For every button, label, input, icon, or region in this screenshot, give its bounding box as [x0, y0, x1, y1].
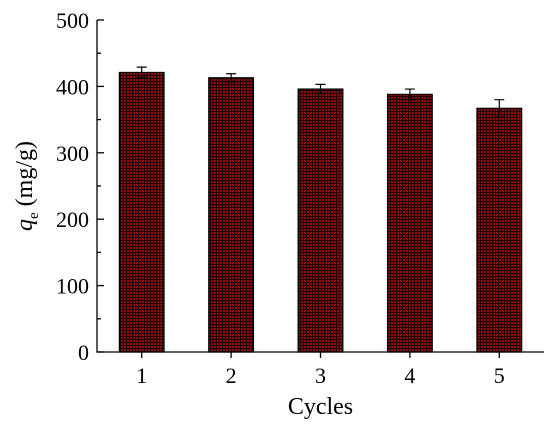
error-bar-cycle-5: [494, 99, 505, 118]
x-axis-title: Cycles: [288, 394, 353, 420]
bar-cycle-4: [386, 93, 433, 353]
bar-cycle-5: [476, 107, 523, 353]
error-bars-layer: [136, 66, 505, 118]
error-bar-cycle-4: [404, 88, 415, 101]
y-axis-title-subscript: e: [26, 212, 42, 219]
y-axis-title: qe (mg/g): [12, 141, 42, 231]
bar-cycle-3: [297, 88, 344, 353]
bars-layer: [118, 71, 523, 353]
error-bar-cycle-3: [315, 83, 326, 95]
bar-cycle-1: [118, 71, 165, 353]
x-tick-label-5: 5: [494, 363, 505, 388]
axes-layer: [96, 19, 544, 358]
x-tick-label-1: 1: [136, 363, 147, 388]
y-tick-label-0: 0: [78, 340, 89, 365]
y-tick-label-100: 100: [56, 274, 89, 299]
y-tick-label-500: 500: [56, 8, 89, 33]
error-bar-cycle-1: [136, 66, 147, 79]
y-tick-label-300: 300: [56, 141, 89, 166]
y-axis-title-unit: (mg/g): [12, 141, 38, 212]
error-bar-cycle-2: [226, 73, 237, 83]
x-tick-label-4: 4: [404, 363, 415, 388]
y-axis-title-symbol: q: [12, 219, 38, 231]
x-tick-label-3: 3: [315, 363, 326, 388]
x-tick-label-2: 2: [226, 363, 237, 388]
bar-cycle-2: [208, 77, 255, 353]
y-tick-label-400: 400: [56, 74, 89, 99]
y-tick-label-200: 200: [56, 207, 89, 232]
tick-labels-layer: 1 2 3 4 5 0 100 200 300 400 500: [56, 8, 505, 388]
